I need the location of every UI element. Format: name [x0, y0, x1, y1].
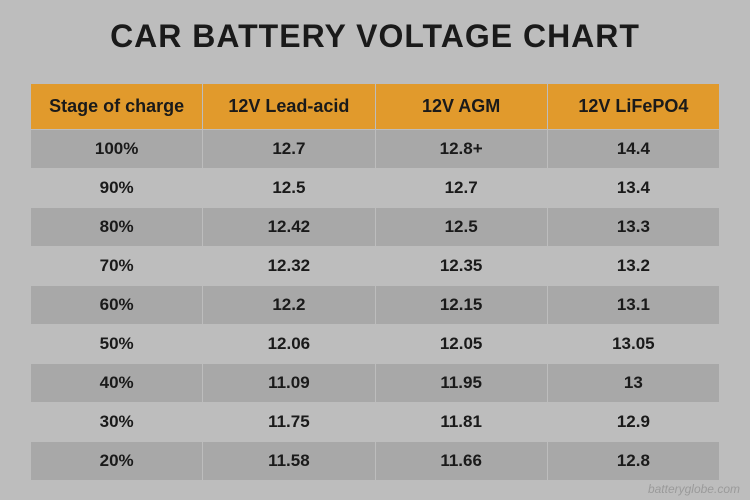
table-row: 50%12.0612.0513.05 — [31, 325, 720, 364]
chart-container: CAR BATTERY VOLTAGE CHART Stage of charg… — [0, 0, 750, 500]
table-row: 70%12.3212.3513.2 — [31, 247, 720, 286]
table-cell: 13.1 — [547, 286, 719, 325]
watermark-text: batteryglobe.com — [648, 482, 740, 496]
table-cell: 13.4 — [547, 169, 719, 208]
table-header: Stage of charge12V Lead-acid12V AGM12V L… — [31, 84, 720, 130]
table-cell: 12.5 — [375, 208, 547, 247]
table-cell: 13.2 — [547, 247, 719, 286]
table-cell: 11.75 — [203, 403, 375, 442]
table-cell: 60% — [31, 286, 203, 325]
voltage-table: Stage of charge12V Lead-acid12V AGM12V L… — [30, 83, 720, 481]
table-cell: 11.09 — [203, 364, 375, 403]
table-row: 30%11.7511.8112.9 — [31, 403, 720, 442]
table-cell: 12.5 — [203, 169, 375, 208]
table-cell: 12.8 — [547, 442, 719, 481]
table-cell: 12.42 — [203, 208, 375, 247]
column-header: 12V AGM — [375, 84, 547, 130]
table-cell: 12.06 — [203, 325, 375, 364]
table-row: 90%12.512.713.4 — [31, 169, 720, 208]
chart-title: CAR BATTERY VOLTAGE CHART — [30, 18, 720, 55]
table-cell: 12.15 — [375, 286, 547, 325]
table-cell: 20% — [31, 442, 203, 481]
table-cell: 12.9 — [547, 403, 719, 442]
table-cell: 11.95 — [375, 364, 547, 403]
table-cell: 100% — [31, 130, 203, 169]
table-row: 80%12.4212.513.3 — [31, 208, 720, 247]
table-cell: 13 — [547, 364, 719, 403]
table-cell: 70% — [31, 247, 203, 286]
table-cell: 80% — [31, 208, 203, 247]
table-cell: 14.4 — [547, 130, 719, 169]
table-cell: 12.32 — [203, 247, 375, 286]
table-row: 20%11.5811.6612.8 — [31, 442, 720, 481]
column-header: Stage of charge — [31, 84, 203, 130]
table-cell: 11.81 — [375, 403, 547, 442]
table-cell: 40% — [31, 364, 203, 403]
table-cell: 12.2 — [203, 286, 375, 325]
table-row: 100%12.712.8+14.4 — [31, 130, 720, 169]
column-header: 12V Lead-acid — [203, 84, 375, 130]
table-row: 40%11.0911.9513 — [31, 364, 720, 403]
table-cell: 11.66 — [375, 442, 547, 481]
table-cell: 13.05 — [547, 325, 719, 364]
table-cell: 12.05 — [375, 325, 547, 364]
table-cell: 12.35 — [375, 247, 547, 286]
table-cell: 12.7 — [203, 130, 375, 169]
table-cell: 50% — [31, 325, 203, 364]
column-header: 12V LiFePO4 — [547, 84, 719, 130]
table-row: 60%12.212.1513.1 — [31, 286, 720, 325]
table-cell: 12.8+ — [375, 130, 547, 169]
table-cell: 12.7 — [375, 169, 547, 208]
table-body: 100%12.712.8+14.490%12.512.713.480%12.42… — [31, 130, 720, 481]
table-cell: 90% — [31, 169, 203, 208]
table-cell: 11.58 — [203, 442, 375, 481]
table-cell: 30% — [31, 403, 203, 442]
table-cell: 13.3 — [547, 208, 719, 247]
